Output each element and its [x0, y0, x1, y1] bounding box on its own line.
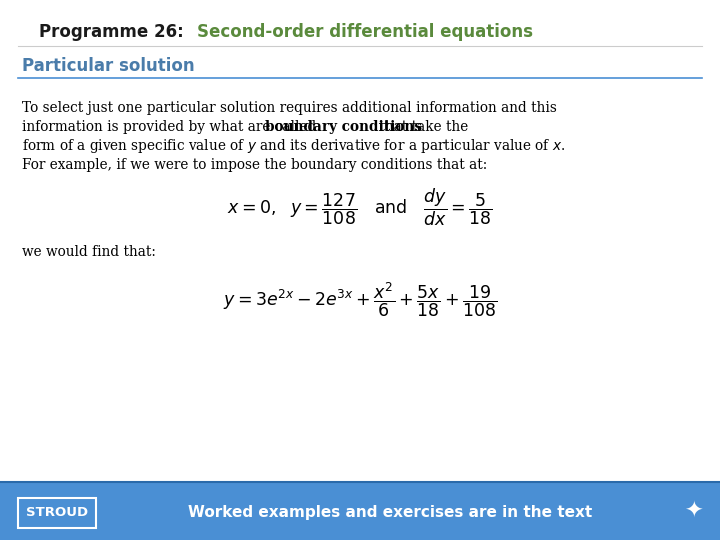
- Bar: [18, 498, 96, 528]
- Text: Worked examples and exercises are in the text: Worked examples and exercises are in the…: [188, 504, 592, 519]
- Text: information is provided by what are called: information is provided by what are call…: [22, 120, 320, 134]
- Text: Second-order differential equations: Second-order differential equations: [197, 23, 533, 41]
- Text: that take the: that take the: [375, 120, 468, 134]
- Text: Programme 26:: Programme 26:: [39, 23, 195, 41]
- Text: boundary conditions: boundary conditions: [265, 120, 422, 134]
- Text: To select just one particular solution requires additional information and this: To select just one particular solution r…: [22, 101, 557, 115]
- Text: STROUD: STROUD: [26, 507, 88, 519]
- Bar: [0, 482, 720, 540]
- Text: form of a given specific value of $y$ and its derivative for a particular value : form of a given specific value of $y$ an…: [22, 137, 565, 155]
- Text: Particular solution: Particular solution: [22, 57, 194, 75]
- Text: For example, if we were to impose the boundary conditions that at:: For example, if we were to impose the bo…: [22, 158, 487, 172]
- Text: ✦: ✦: [684, 502, 702, 522]
- Text: we would find that:: we would find that:: [22, 245, 156, 259]
- Text: $x=0,\ \ y=\dfrac{127}{108}\ \ \ \mathrm{and}\ \ \ \dfrac{dy}{dx}=\dfrac{5}{18}$: $x=0,\ \ y=\dfrac{127}{108}\ \ \ \mathrm…: [227, 186, 493, 228]
- Text: $y=3e^{2x}-2e^{3x}+\dfrac{x^2}{6}+\dfrac{5x}{18}+\dfrac{19}{108}$: $y=3e^{2x}-2e^{3x}+\dfrac{x^2}{6}+\dfrac…: [223, 281, 497, 319]
